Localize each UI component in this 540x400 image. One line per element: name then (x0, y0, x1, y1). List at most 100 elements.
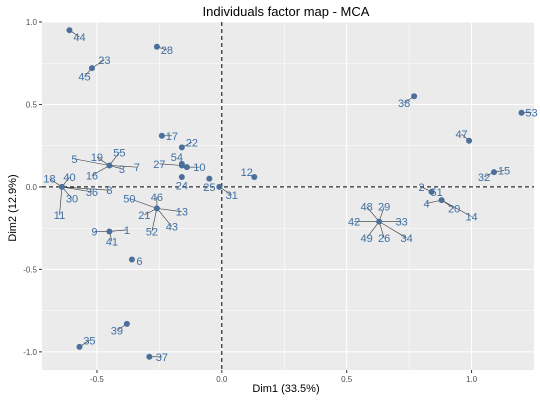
point-25 (206, 175, 213, 182)
gridlines (42, 21, 534, 370)
point-48 (376, 218, 383, 225)
point-label-21: 21 (138, 210, 150, 222)
point-label-20: 20 (448, 203, 460, 215)
point-label-8: 8 (106, 185, 112, 197)
point-23 (88, 65, 95, 72)
label-leader-52 (151, 208, 158, 232)
point-label-35: 35 (83, 335, 95, 347)
point-label-18: 18 (43, 174, 55, 186)
point-label-32: 32 (478, 172, 490, 184)
point-label-6: 6 (136, 256, 142, 268)
label-leader-48 (366, 206, 380, 222)
point-label-9: 9 (91, 226, 97, 238)
label-leader-34 (379, 221, 407, 239)
point-label-46: 46 (151, 192, 163, 204)
point-label-40: 40 (63, 172, 75, 184)
point-label-49: 49 (361, 233, 373, 245)
label-leader-13 (156, 208, 182, 212)
point-15 (491, 169, 498, 176)
point-label-31: 31 (226, 190, 238, 202)
point-label-4: 4 (424, 198, 430, 210)
point-27 (178, 162, 185, 169)
point-label-48: 48 (361, 202, 373, 214)
point-label-42: 42 (348, 217, 360, 229)
point-label-26: 26 (378, 233, 390, 245)
label-leader-16 (91, 165, 110, 176)
label-leader-49 (366, 221, 380, 239)
point-22 (178, 144, 185, 151)
label-leader-36 (61, 186, 92, 193)
point-label-38: 38 (398, 98, 410, 110)
point-6 (128, 256, 135, 263)
y-tick-label: -1.0 (23, 348, 37, 357)
label-leader-5 (74, 158, 110, 166)
point-label-41: 41 (106, 236, 118, 248)
y-tick-label: 0.5 (26, 100, 38, 109)
point-label-45: 45 (78, 71, 90, 83)
label-leader-7 (109, 165, 137, 168)
point-label-16: 16 (86, 170, 98, 182)
point-44 (66, 27, 73, 34)
point-28 (153, 43, 160, 50)
reference-lines (42, 22, 534, 370)
point-label-47: 47 (455, 129, 467, 141)
plot-panel (42, 22, 534, 370)
point-17 (158, 132, 165, 139)
y-tick-label: -0.5 (23, 265, 37, 274)
y-tick-label: 1.0 (26, 18, 38, 27)
point-12 (251, 174, 258, 181)
point-label-2: 2 (419, 182, 425, 194)
x-tick-label: 0.5 (341, 375, 353, 384)
point-label-23: 23 (98, 55, 110, 67)
label-leader-8 (61, 186, 110, 191)
point-label-54: 54 (171, 152, 183, 164)
point-label-15: 15 (498, 165, 510, 177)
point-35 (76, 343, 83, 350)
point-label-28: 28 (161, 45, 173, 57)
data-points (58, 27, 525, 360)
point-55 (106, 162, 113, 169)
x-tick-label: 0.0 (216, 375, 228, 384)
point-label-7: 7 (134, 162, 140, 174)
y-axis-ticks: -1.0 -0.5 0.0 0.5 1.0 (23, 18, 42, 357)
point-10 (183, 164, 190, 171)
point-label-34: 34 (401, 233, 413, 245)
label-leader-50 (129, 198, 157, 209)
point-label-36: 36 (86, 187, 98, 199)
point-label-22: 22 (186, 137, 198, 149)
point-label-17: 17 (166, 131, 178, 143)
point-label-19: 19 (91, 152, 103, 164)
point-label-43: 43 (166, 222, 178, 234)
point-39 (123, 320, 130, 327)
point-label-5: 5 (71, 154, 77, 166)
point-label-37: 37 (156, 352, 168, 364)
point-4 (438, 197, 445, 204)
point-label-3: 3 (119, 164, 125, 176)
y-tick-label: 0.0 (26, 183, 38, 192)
point-label-44: 44 (73, 32, 85, 44)
point-46 (153, 205, 160, 212)
label-leader-14 (441, 199, 472, 217)
point-9 (106, 228, 113, 235)
point-label-51: 51 (430, 187, 442, 199)
point-31 (216, 183, 223, 190)
point-label-30: 30 (66, 193, 78, 205)
x-axis-title: Dim1 (33.5%) (252, 383, 319, 395)
point-label-24: 24 (176, 180, 188, 192)
point-label-50: 50 (123, 193, 135, 205)
point-label-52: 52 (146, 226, 158, 238)
point-53 (518, 109, 525, 116)
y-axis-title: Dim2 (12.9%) (7, 174, 19, 241)
point-label-10: 10 (193, 162, 205, 174)
label-leader-27 (159, 163, 182, 166)
point-label-27: 27 (153, 159, 165, 171)
point-37 (146, 353, 153, 360)
x-axis-ticks: -0.5 0.0 0.5 1.0 (90, 370, 478, 384)
point-label-1: 1 (124, 225, 130, 237)
point-38 (411, 93, 418, 100)
chart-title: Individuals factor map - MCA (203, 4, 370, 19)
label-leader-11 (59, 186, 63, 215)
point-label-29: 29 (378, 202, 390, 214)
